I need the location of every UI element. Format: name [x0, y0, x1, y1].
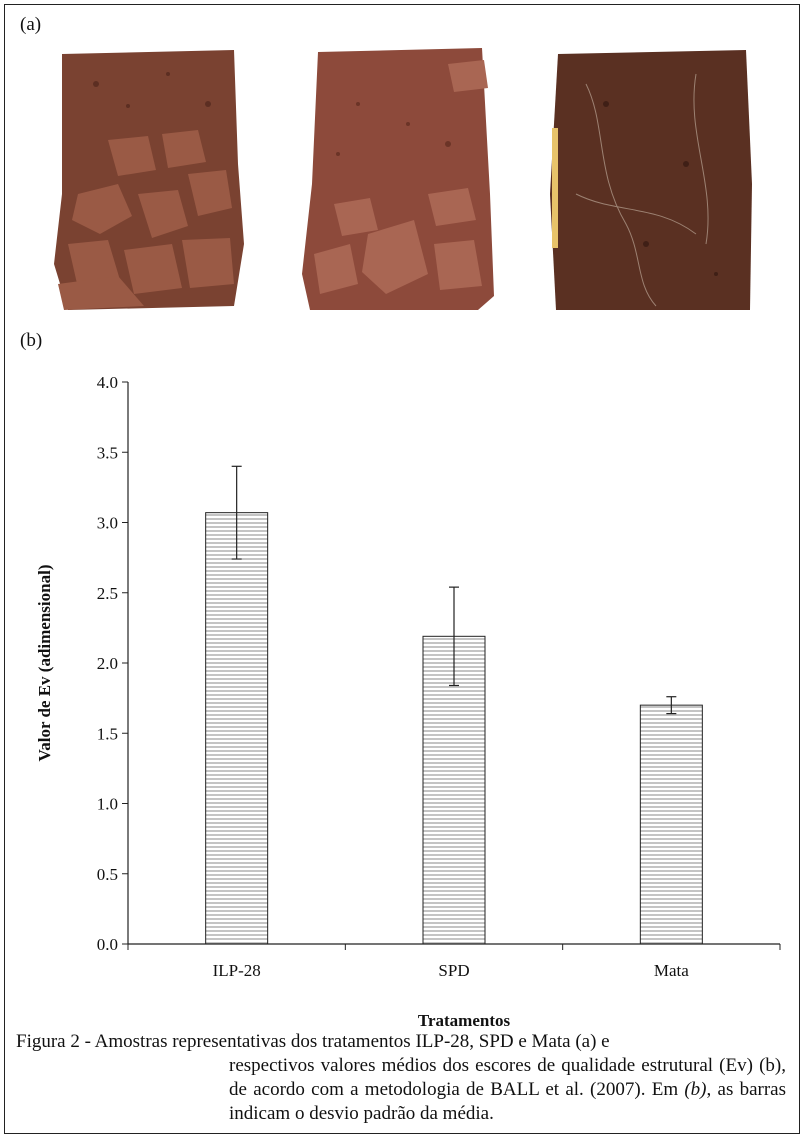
- y-tick-label: 1.0: [97, 795, 118, 814]
- caption-italic-b: (b): [684, 1079, 707, 1100]
- y-tick-label: 3.5: [97, 443, 118, 462]
- y-tick-label: 2.0: [97, 654, 118, 673]
- caption-lead: Figura 2 -: [16, 1031, 95, 1052]
- y-tick-label: 2.5: [97, 584, 118, 603]
- y-tick-label: 3.0: [97, 514, 118, 533]
- caption-line-3: acordo com a metodologia de BALL et al. …: [253, 1079, 685, 1100]
- soil-sample-photo-mata: [546, 44, 756, 316]
- bar-spd: [422, 635, 486, 945]
- x-category-label: ILP-28: [213, 961, 261, 980]
- caption-line-4: o desvio padrão da média.: [294, 1103, 494, 1124]
- caption-body: respectivos valores médios dos escores d…: [229, 1054, 786, 1126]
- x-axis-title: Tratamentos: [418, 1011, 511, 1030]
- bar-chart: 0.0 0.5 1.0 1.5 2.0 2.5 3.0 3.5 4.0 ILP-28 SPD Mata…: [35, 373, 781, 1030]
- panel-a-label: (a): [20, 14, 42, 35]
- caption-line-1: Amostras representativas dos tratamentos…: [94, 1031, 610, 1052]
- y-axis-title: Valor de Ev (adimensional): [35, 565, 54, 762]
- y-tick-label: 0.5: [97, 865, 118, 884]
- bar-ilp-28: [205, 512, 269, 945]
- soil-sample-photo-ilp28: [48, 44, 248, 316]
- caption-line-3-end: , as barras indicam: [229, 1079, 787, 1124]
- figure-frame: [4, 4, 800, 1134]
- y-tick-label: 0.0: [97, 935, 118, 954]
- figure-caption: Figura 2 - Amostras representativas dos …: [16, 1030, 786, 1126]
- caption-line-2: respectivos valores médios dos escores d…: [229, 1055, 786, 1100]
- measuring-pencil-icon: [552, 128, 558, 248]
- bar-mata: [639, 704, 703, 945]
- y-tick-label: 4.0: [97, 373, 118, 392]
- y-tick-label: 1.5: [97, 724, 118, 743]
- soil-sample-photo-spd: [298, 44, 498, 316]
- panel-b-label: (b): [20, 330, 43, 351]
- x-category-label: SPD: [438, 961, 469, 980]
- x-category-label: Mata: [654, 961, 689, 980]
